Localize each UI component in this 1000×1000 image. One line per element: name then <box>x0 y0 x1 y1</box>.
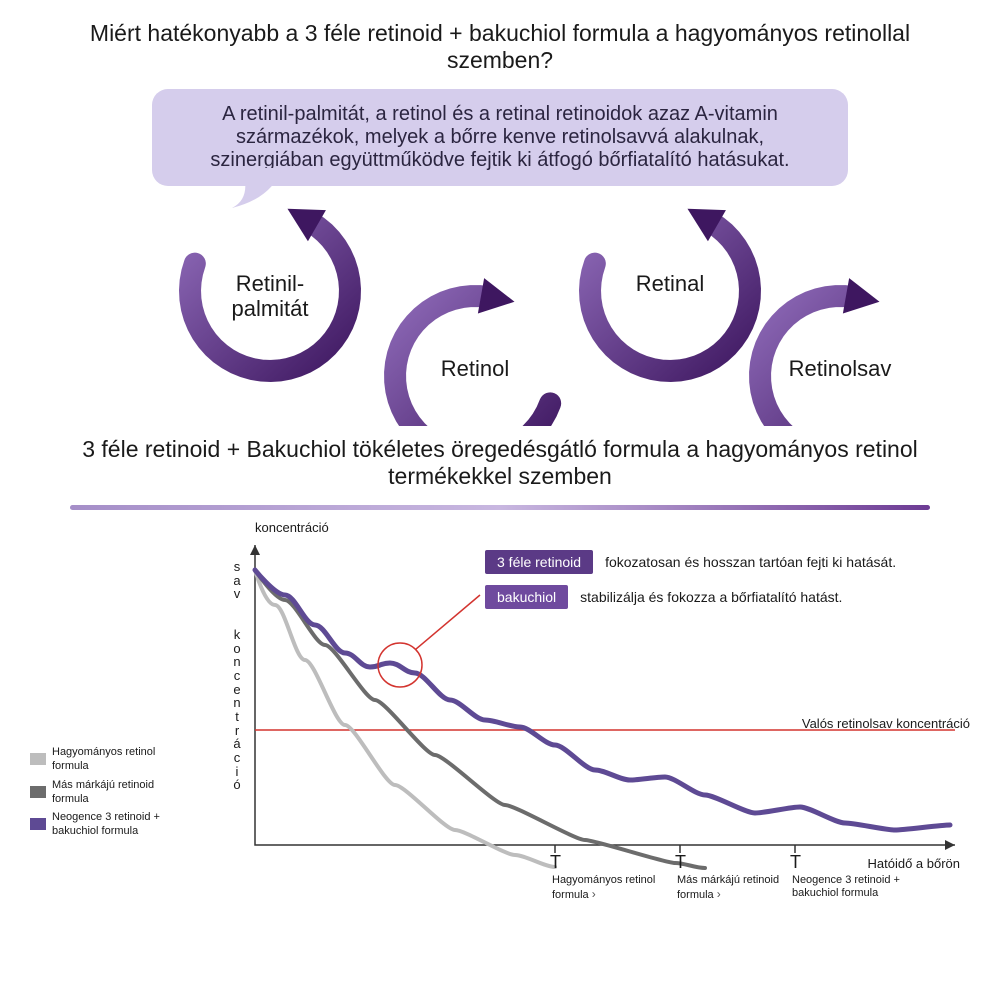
x-tick-label: TNeogence 3 retinoid + bakuchiol formula <box>790 852 900 900</box>
tick-T-icon: T <box>675 852 686 874</box>
legend-swatch-icon <box>30 786 46 798</box>
chevron-right-icon: › <box>717 887 721 901</box>
cycle-label: Retinal <box>610 271 730 296</box>
chart-annotation: 3 féle retinoid fokozatosan és hosszan ta… <box>485 550 896 574</box>
legend-swatch-icon <box>30 753 46 765</box>
cycle-label: Retinolsav <box>780 356 900 381</box>
speech-bubble: A retinil-palmitát, a retinol és a retin… <box>152 89 848 186</box>
conversion-cycle-diagram: Retinil-palmitátRetinolRetinalRetinolsav <box>120 196 880 426</box>
tick-T-icon: T <box>550 852 561 874</box>
legend-item: Más márkájú retinoid formula <box>30 778 192 807</box>
legend-item: Neogence 3 retinoid + bakuchiol formula <box>30 810 192 839</box>
x-tick-label: THagyományos retinol formula › <box>550 852 660 902</box>
cycle-label: Retinil-palmitát <box>210 271 330 322</box>
concentration-chart: koncentráció savkoncentráció Hagyományos… <box>30 520 970 930</box>
badge: 3 féle retinoid <box>485 550 593 574</box>
chart-annotation: bakuchiol stabilizálja és fokozza a bőrfi… <box>485 585 842 609</box>
badge-caption: stabilizálja és fokozza a bőrfiatalító h… <box>580 589 842 605</box>
cycle-label: Retinol <box>415 356 535 381</box>
divider <box>70 505 930 510</box>
y-axis-vertical-label: savkoncentráció <box>230 560 244 792</box>
threshold-label: Valós retinolsav koncentráció <box>802 716 970 731</box>
tick-T-icon: T <box>790 852 801 874</box>
badge: bakuchiol <box>485 585 568 609</box>
legend: Hagyományos retinol formula Más márkájú r… <box>30 745 192 843</box>
sub-heading: 3 féle retinoid + Bakuchiol tökéletes ör… <box>0 426 1000 495</box>
y-axis-top-label: koncentráció <box>255 520 329 535</box>
legend-item: Hagyományos retinol formula <box>30 745 192 774</box>
badge-caption: fokozatosan és hosszan tartóan fejti ki … <box>605 554 896 570</box>
x-tick-label: TMás márkájú retinoid formula › <box>675 852 785 902</box>
legend-text: Más márkájú retinoid formula <box>52 778 192 807</box>
legend-swatch-icon <box>30 818 46 830</box>
chevron-right-icon: › <box>592 887 596 901</box>
speech-text: A retinil-palmitát, a retinol és a retin… <box>210 103 789 171</box>
legend-text: Neogence 3 retinoid + bakuchiol formula <box>52 810 192 839</box>
legend-text: Hagyományos retinol formula <box>52 745 192 774</box>
main-title: Miért hatékonyabb a 3 féle retinoid + ba… <box>0 0 1000 84</box>
